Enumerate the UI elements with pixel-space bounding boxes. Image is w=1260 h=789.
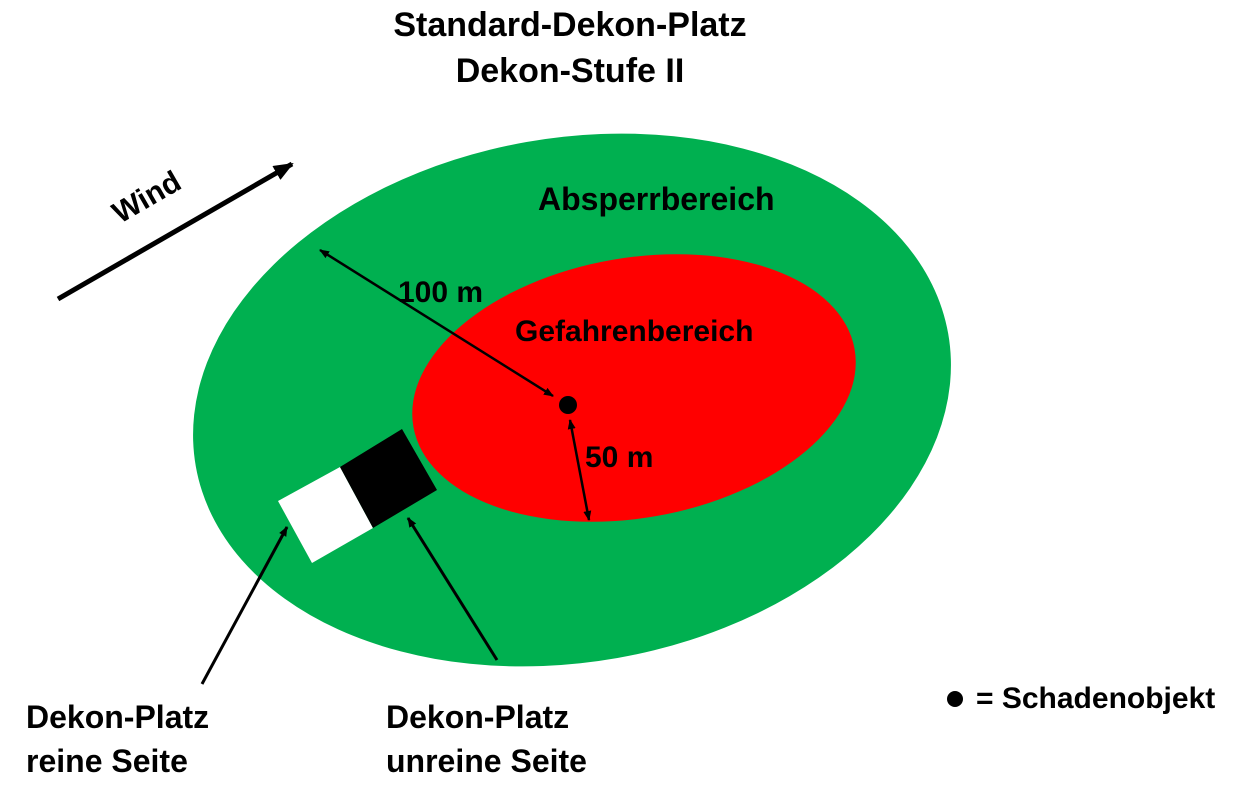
legend-marker-icon	[947, 691, 963, 707]
inner-distance-arrow	[567, 419, 592, 521]
clean-side-label-line2: reine Seite	[26, 743, 188, 779]
diagram-title-line1: Standard-Dekon-Platz	[393, 6, 746, 44]
diagram-title-line2: Dekon-Stufe II	[456, 52, 685, 90]
legend-label: = Schadenobjekt	[976, 682, 1215, 715]
wind-arrow	[56, 161, 294, 302]
damage-object-marker	[559, 396, 577, 414]
clean-side-label-line1: Dekon-Platz	[26, 699, 209, 735]
decon-clean-side	[278, 467, 373, 563]
unclean-side-pointer-arrow	[406, 517, 499, 661]
unclean-side-label-line1: Dekon-Platz	[386, 699, 569, 735]
inner-distance-label: 50 m	[585, 441, 653, 474]
unclean-side-label-line2: unreine Seite	[386, 743, 587, 779]
wind-label: Wind	[107, 165, 187, 230]
outer-distance-label: 100 m	[398, 276, 483, 309]
outer-zone-label: Absperrbereich	[538, 181, 775, 217]
outer-distance-arrow	[319, 248, 554, 398]
inner-zone-label: Gefahrenbereich	[515, 315, 753, 348]
decon-unclean-side	[340, 429, 437, 528]
clean-side-pointer-arrow	[200, 526, 289, 685]
